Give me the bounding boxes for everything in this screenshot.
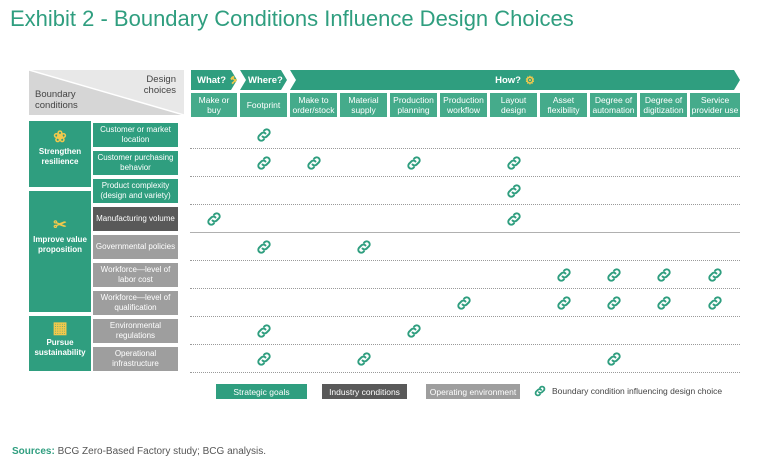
column-header: Production workflow <box>440 93 487 117</box>
row-divider <box>190 232 740 233</box>
row-divider <box>190 260 740 261</box>
row-divider <box>190 176 740 177</box>
column-header: Material supply <box>340 93 387 117</box>
corner-diagonal <box>29 70 184 115</box>
link-icon <box>355 238 373 256</box>
gears-icon: ⚙ <box>524 74 535 87</box>
scissors-icon: ✂ <box>53 217 67 234</box>
link-icon <box>355 350 373 368</box>
condition-operational-infrastructure: Operational infrastructure <box>93 347 178 371</box>
goal-pursue-sustainability: ▦ Pursue sustainability <box>29 316 91 371</box>
link-icon <box>255 126 273 144</box>
legend-strategic: Strategic goals <box>216 384 307 399</box>
link-icon <box>255 350 273 368</box>
link-icon <box>706 266 724 284</box>
legend-industry-label: Industry conditions <box>329 386 400 397</box>
banner-where: Where? ⚲ <box>240 70 287 90</box>
legend-link-label: Boundary condition influencing design ch… <box>552 386 723 396</box>
condition-customer-or-market-location: Customer or market location <box>93 123 178 147</box>
banner-where-label: Where? <box>248 74 283 86</box>
column-header: Footprint <box>240 93 287 117</box>
link-icon <box>605 294 623 312</box>
link-icon <box>305 154 323 172</box>
column-header: Production planning <box>390 93 437 117</box>
link-icon <box>555 266 573 284</box>
banner-how: How? ⚙ <box>290 70 740 90</box>
link-icon <box>505 154 523 172</box>
condition-manufacturing-volume: Manufacturing volume <box>93 207 178 231</box>
legend-operating: Operating environment <box>426 384 520 399</box>
goal-label: Improve value proposition <box>33 235 87 254</box>
legend-link-icon <box>533 384 547 398</box>
link-icon <box>405 154 423 172</box>
condition-governmental-policies: Governmental policies <box>93 235 178 259</box>
column-header: Make or buy <box>191 93 237 117</box>
goal-label: Strengthen resilience <box>38 147 82 166</box>
column-header: Layout design <box>490 93 537 117</box>
legend-industry: Industry conditions <box>322 384 407 399</box>
design-choices-label: Design choices <box>143 74 176 96</box>
goal-label: Pursue sustainability <box>34 338 86 357</box>
link-icon <box>655 294 673 312</box>
sources-note: Sources: BCG Zero-Based Factory study; B… <box>12 446 266 457</box>
globe-icon: ❀ <box>53 129 67 146</box>
banner-what-label: What? <box>197 74 227 86</box>
condition-product-complexity-design-and-variety: Product complexity (design and variety) <box>93 179 178 203</box>
goal-strengthen-resilience: ❀ Strengthen resilience <box>29 121 91 187</box>
banner-how-label: How? <box>495 74 521 86</box>
condition-workforce-level-of-labor-cost: Workforce—level of labor cost <box>93 263 178 287</box>
link-icon <box>605 266 623 284</box>
solar-panel-icon: ▦ <box>52 320 68 337</box>
link-icon <box>655 266 673 284</box>
row-divider <box>190 316 740 317</box>
link-icon <box>505 182 523 200</box>
row-divider <box>190 372 740 373</box>
column-header: Degree of digitization <box>640 93 687 117</box>
row-divider <box>190 148 740 149</box>
condition-customer-purchasing-behavior: Customer purchasing behavior <box>93 151 178 175</box>
condition-workforce-level-of-qualification: Workforce—level of qualification <box>93 291 178 315</box>
column-header: Degree of automation <box>590 93 637 117</box>
link-icon <box>555 294 573 312</box>
legend-strategic-label: Strategic goals <box>233 386 290 397</box>
link-icon <box>605 350 623 368</box>
link-icon <box>205 210 223 228</box>
page-title: Exhibit 2 - Boundary Conditions Influenc… <box>10 6 574 31</box>
legend-operating-label: Operating environment <box>429 386 517 397</box>
factory-icon: ⚒ <box>230 74 240 87</box>
banner-what: What? ⚒ <box>191 70 237 90</box>
column-header: Service provider use <box>690 93 740 117</box>
link-icon <box>255 154 273 172</box>
link-icon <box>405 322 423 340</box>
column-header: Make to order/stock <box>290 93 337 117</box>
sources-label: Sources: <box>12 446 55 457</box>
link-icon <box>455 294 473 312</box>
link-icon <box>255 238 273 256</box>
link-icon <box>505 210 523 228</box>
row-divider <box>190 344 740 345</box>
row-divider <box>190 204 740 205</box>
boundary-conditions-label: Boundary conditions <box>35 89 78 111</box>
goal-improve-value-proposition: ✂ Improve value proposition <box>29 191 91 312</box>
column-header: Asset flexibility <box>540 93 587 117</box>
sources-text: BCG Zero-Based Factory study; BCG analys… <box>57 446 266 457</box>
condition-environmental-regulations: Environmental regulations <box>93 319 178 343</box>
row-divider <box>190 288 740 289</box>
link-icon <box>255 322 273 340</box>
link-icon <box>706 294 724 312</box>
corner-header: Design choices Boundary conditions <box>29 70 184 115</box>
